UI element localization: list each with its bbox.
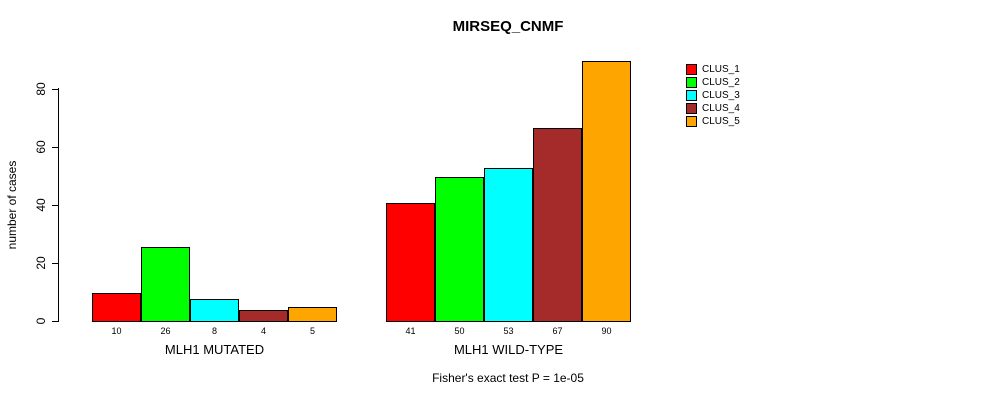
- bar-value-clus-2-mlh1-wild-type: 50: [454, 326, 465, 336]
- y-tick-label-0: 0: [34, 317, 48, 325]
- bar-value-clus-3-mlh1-mutated: 8: [211, 326, 218, 336]
- legend-row-clus-2: CLUS_2: [686, 76, 740, 89]
- legend-swatch-clus-3: [686, 90, 697, 101]
- y-tick-label-20: 20: [34, 256, 48, 270]
- bar-clus-2-mlh1-mutated: [141, 247, 190, 322]
- bar-clus-2-mlh1-wild-type: [435, 177, 484, 322]
- legend-label-clus-5: CLUS_5: [702, 116, 740, 127]
- legend-label-clus-1: CLUS_1: [702, 64, 740, 75]
- bar-value-clus-4-mlh1-wild-type: 67: [552, 326, 563, 336]
- bar-clus-5-mlh1-wild-type: [582, 61, 631, 322]
- chart-title: MIRSEQ_CNMF: [452, 18, 564, 35]
- group-label-mlh1-mutated: MLH1 MUTATED: [164, 342, 265, 357]
- legend-label-clus-3: CLUS_3: [702, 90, 740, 101]
- bar-clus-4-mlh1-wild-type: [533, 128, 582, 322]
- y-axis-title: number of cases: [5, 160, 19, 250]
- y-tick-label-80: 80: [34, 82, 48, 96]
- bar-value-clus-3-mlh1-wild-type: 53: [503, 326, 514, 336]
- bar-clus-1-mlh1-mutated: [92, 293, 141, 322]
- y-tick-40: [52, 205, 58, 206]
- legend-row-clus-1: CLUS_1: [686, 63, 740, 76]
- bar-value-clus-1-mlh1-mutated: 10: [111, 326, 122, 336]
- group-label-mlh1-wild-type: MLH1 WILD-TYPE: [453, 342, 564, 357]
- legend-swatch-clus-1: [686, 64, 697, 75]
- y-tick-label-60: 60: [34, 140, 48, 154]
- legend-row-clus-4: CLUS_4: [686, 102, 740, 115]
- fisher-test-annotation: Fisher's exact test P = 1e-05: [432, 371, 584, 385]
- y-tick-0: [52, 321, 58, 322]
- bar-value-clus-5-mlh1-wild-type: 90: [601, 326, 612, 336]
- y-tick-80: [52, 89, 58, 90]
- y-tick-label-40: 40: [34, 198, 48, 212]
- y-axis-line: [58, 88, 59, 322]
- legend-swatch-clus-2: [686, 77, 697, 88]
- legend-swatch-clus-4: [686, 103, 697, 114]
- bar-value-clus-4-mlh1-mutated: 4: [260, 326, 267, 336]
- bar-clus-5-mlh1-mutated: [288, 307, 337, 322]
- bar-value-clus-1-mlh1-wild-type: 41: [405, 326, 416, 336]
- bar-clus-3-mlh1-wild-type: [484, 168, 533, 322]
- bar-value-clus-2-mlh1-mutated: 26: [160, 326, 171, 336]
- legend: CLUS_1 CLUS_2 CLUS_3 CLUS_4 CLUS_5: [686, 63, 740, 128]
- legend-row-clus-5: CLUS_5: [686, 115, 740, 128]
- y-tick-20: [52, 263, 58, 264]
- legend-label-clus-2: CLUS_2: [702, 77, 740, 88]
- legend-label-clus-4: CLUS_4: [702, 103, 740, 114]
- bar-clus-4-mlh1-mutated: [239, 310, 288, 322]
- bar-clus-3-mlh1-mutated: [190, 299, 239, 322]
- y-tick-60: [52, 147, 58, 148]
- bar-value-clus-5-mlh1-mutated: 5: [309, 326, 316, 336]
- legend-swatch-clus-5: [686, 116, 697, 127]
- bar-clus-1-mlh1-wild-type: [386, 203, 435, 322]
- legend-row-clus-3: CLUS_3: [686, 89, 740, 102]
